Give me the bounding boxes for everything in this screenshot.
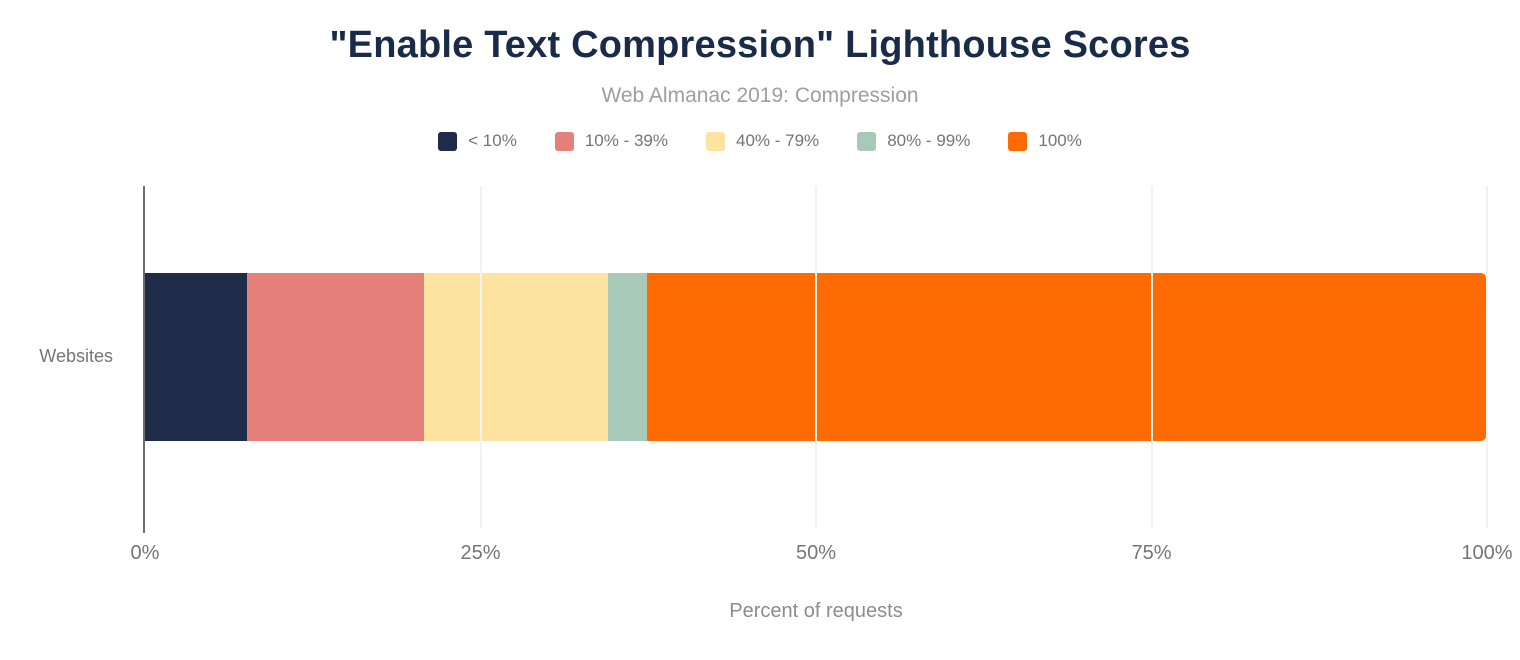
gridline-50 bbox=[815, 186, 817, 528]
gridline-25 bbox=[479, 186, 482, 528]
stacked-bar-websites bbox=[145, 273, 1487, 441]
gridline-100 bbox=[1486, 186, 1488, 528]
chart-title: "Enable Text Compression" Lighthouse Sco… bbox=[329, 24, 1191, 66]
legend-label: < 10% bbox=[468, 131, 517, 150]
bar-segment-10-39[interactable] bbox=[246, 273, 425, 441]
legend-item-80-99[interactable]: 80% - 99% bbox=[857, 131, 970, 151]
legend-swatch-icon bbox=[706, 131, 726, 151]
bar-segment-80-99[interactable] bbox=[607, 273, 647, 441]
legend-swatch-icon bbox=[554, 131, 574, 151]
legend-item-10-39[interactable]: 10% - 39% bbox=[554, 131, 669, 151]
x-tick-label-25: 25% bbox=[460, 542, 501, 564]
legend-label: 80% - 99% bbox=[887, 131, 971, 150]
legend-item-40-79[interactable]: 40% - 79% bbox=[706, 131, 819, 151]
bar-segment-10[interactable] bbox=[145, 273, 247, 441]
legend-swatch-icon bbox=[857, 131, 877, 151]
legend: < 10% 10% - 39% 40% - 79% 80% - 99% 100% bbox=[0, 131, 1520, 151]
x-tick-label-100: 100% bbox=[1461, 542, 1513, 564]
legend-label: 10% - 39% bbox=[584, 131, 669, 150]
x-axis-title: Percent of requests bbox=[729, 600, 903, 622]
legend-swatch-icon bbox=[438, 131, 458, 151]
legend-label: 100% bbox=[1038, 131, 1082, 150]
legend-swatch-icon bbox=[1008, 131, 1028, 151]
legend-label: 40% - 79% bbox=[736, 131, 820, 150]
category-label-websites: Websites bbox=[39, 346, 113, 366]
plot-area: 0% 25% 50% 75% 100% bbox=[131, 186, 1513, 564]
bar-segment-100[interactable] bbox=[646, 273, 1486, 441]
chart-subtitle: Web Almanac 2019: Compression bbox=[601, 84, 919, 107]
legend-item-100[interactable]: 100% bbox=[1008, 131, 1082, 151]
legend-item-10[interactable]: < 10% bbox=[438, 131, 517, 151]
bar-segment-40-79[interactable] bbox=[424, 273, 608, 441]
gridline-75 bbox=[1150, 186, 1153, 528]
x-tick-label-0: 0% bbox=[130, 542, 160, 564]
x-tick-label-75: 75% bbox=[1131, 542, 1172, 564]
y-axis-line bbox=[143, 186, 145, 533]
x-tick-label-50: 50% bbox=[795, 542, 837, 564]
